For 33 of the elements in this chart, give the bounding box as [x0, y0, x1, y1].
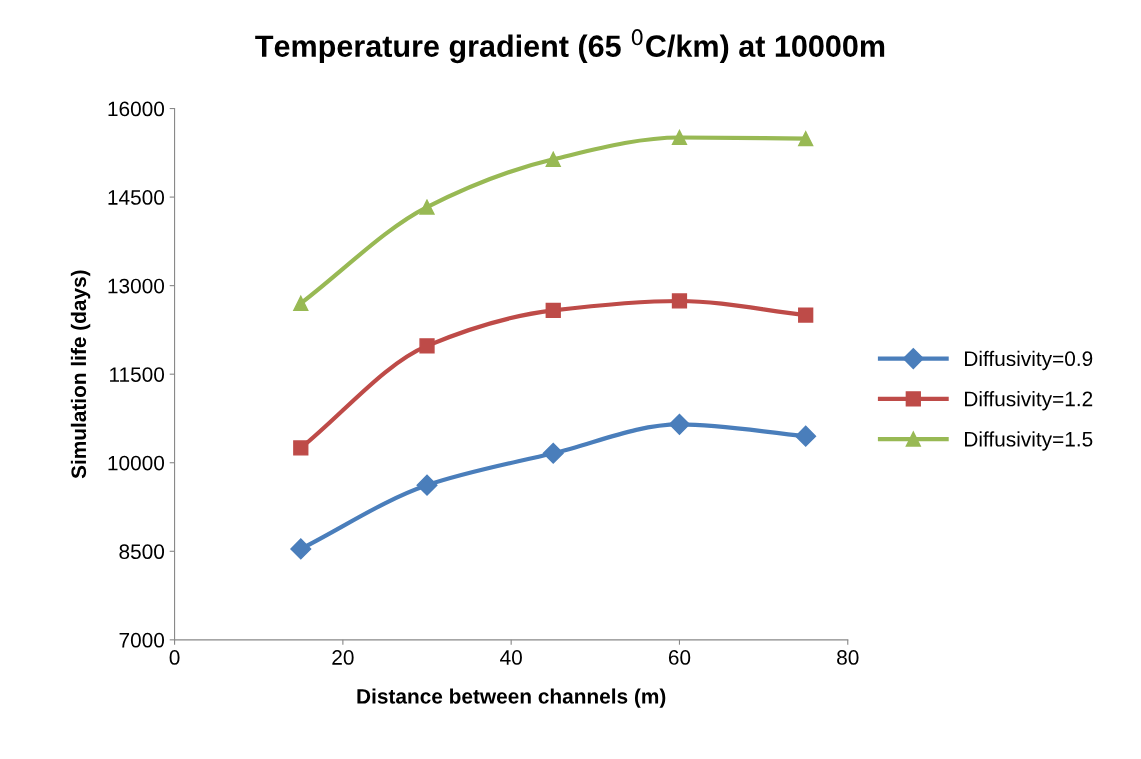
y-tick-label: 13000 [108, 278, 165, 294]
point [798, 131, 814, 147]
x-tick-label: 60 [668, 650, 691, 665]
point [671, 129, 688, 146]
legend-label: Diffusivity=1.2 [965, 391, 1093, 411]
y-tick-label: 11500 [110, 367, 165, 382]
x-tick-label: 40 [500, 650, 522, 665]
point [416, 474, 438, 496]
point [293, 440, 309, 456]
point [798, 307, 814, 323]
x-tick-label: 80 [837, 650, 859, 665]
point [671, 293, 688, 309]
legend-label: Diffusivity=0.9 [965, 350, 1093, 371]
y-axis-title: Simulation life (days) [70, 270, 91, 479]
x-axis-title: Distance between channels (m) [357, 688, 666, 708]
x-tick-label: 0 [169, 650, 180, 665]
y-tick-label: 14500 [108, 190, 165, 205]
point [290, 538, 312, 560]
y-tick-label: 10000 [108, 455, 165, 471]
chart-title: Temperature gradient (65 $^{0}$C/km) at 10000m [255, 29, 885, 64]
legend-label: Diffusivity=1.5 [965, 431, 1093, 451]
point [419, 338, 435, 354]
point [419, 199, 435, 215]
y-tick-label: 8500 [119, 544, 165, 560]
point [795, 425, 817, 447]
y-tick-label: 16000 [108, 101, 165, 117]
point [668, 413, 690, 435]
x-tick-label: 20 [332, 650, 354, 665]
y-tick-label: 7000 [119, 632, 165, 648]
point [545, 302, 561, 319]
point [293, 295, 309, 311]
point [542, 442, 564, 464]
point [545, 151, 561, 167]
